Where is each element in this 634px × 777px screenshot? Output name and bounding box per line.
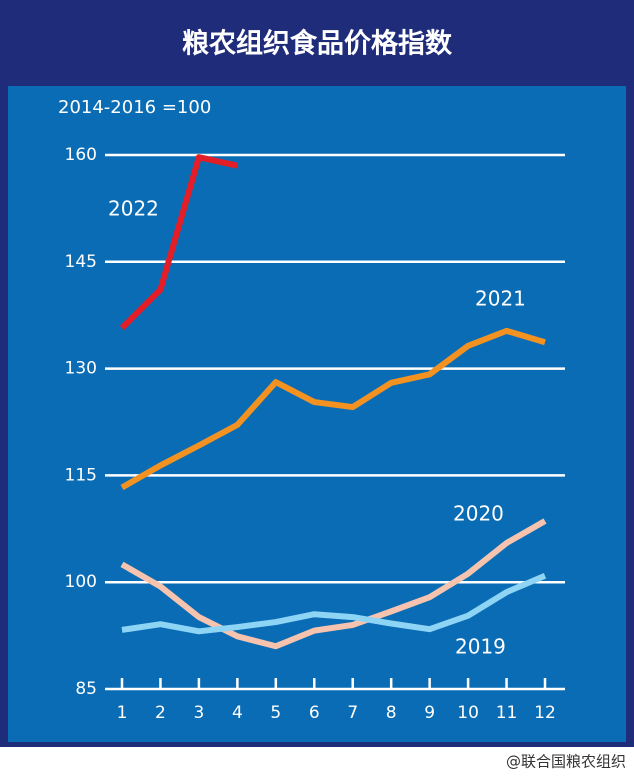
x-tick-label: 7 (347, 703, 358, 723)
y-tick-label: 145 (65, 252, 97, 272)
series-label: 2022 (108, 197, 159, 221)
series-line (119, 154, 239, 331)
series-line (120, 327, 546, 491)
x-tick-label: 12 (534, 703, 556, 723)
y-tick-label: 100 (65, 572, 97, 592)
y-tick-label: 115 (65, 465, 97, 485)
x-tick-label: 1 (117, 703, 128, 723)
x-tick-label: 11 (496, 703, 518, 723)
series-label: 2021 (475, 287, 526, 311)
subtitle: 2014-2016 =100 (58, 97, 211, 118)
series-label: 2020 (453, 502, 504, 526)
y-tick-label: 130 (65, 359, 97, 379)
x-tick-label: 9 (424, 703, 435, 723)
series-line (121, 573, 547, 635)
x-tick-label: 3 (193, 703, 204, 723)
x-tick-label: 8 (386, 703, 397, 723)
y-tick-label: 85 (75, 679, 97, 699)
y-tick-label: 160 (65, 145, 97, 165)
x-tick-label: 5 (270, 703, 281, 723)
series-line (120, 518, 547, 650)
x-tick-label: 6 (309, 703, 320, 723)
series-label: 2019 (455, 635, 506, 659)
watermark: @联合国粮农组织 (506, 753, 626, 771)
x-tick-label: 4 (232, 703, 243, 723)
x-tick-label: 10 (457, 703, 479, 723)
x-tick-label: 2 (155, 703, 166, 723)
chart-title: 粮农组织食品价格指数 (182, 28, 453, 60)
plot-panel (8, 86, 626, 742)
